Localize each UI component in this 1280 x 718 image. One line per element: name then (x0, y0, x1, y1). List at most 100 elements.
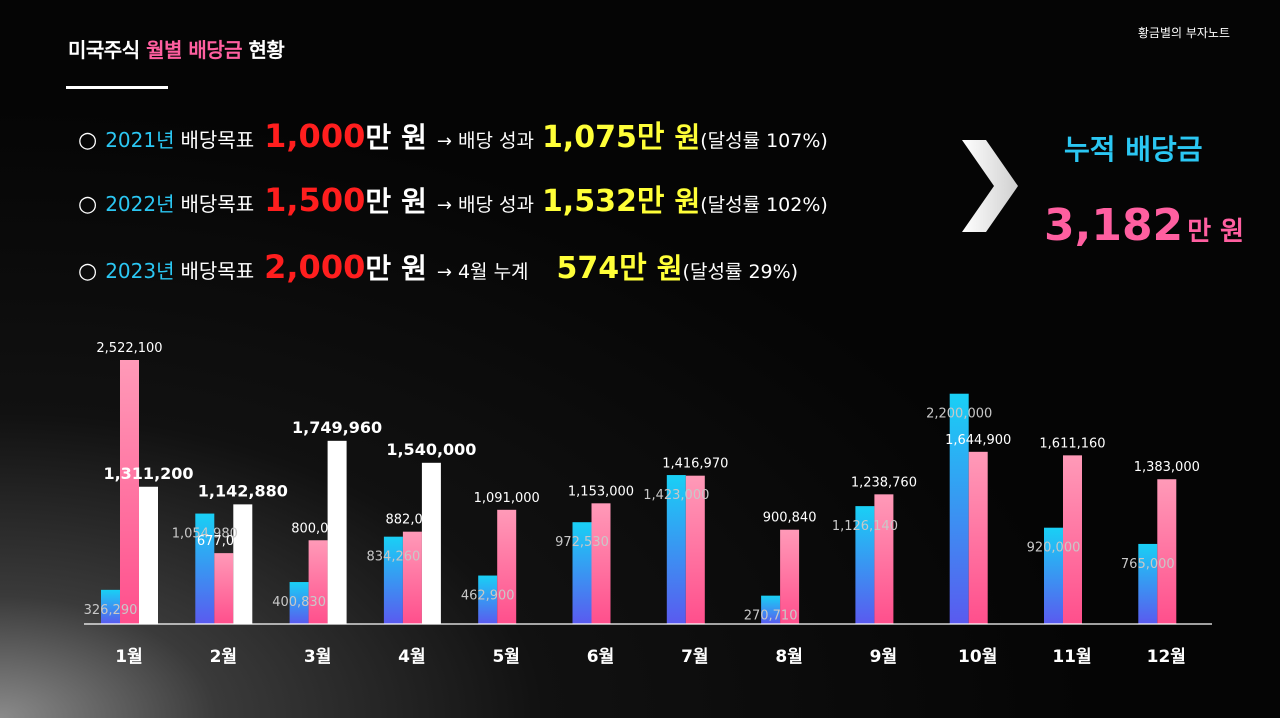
data-label-series3-4월: 1,540,000 (386, 440, 476, 459)
goal-year: 2023년 (105, 259, 175, 283)
bar-series1-9월 (855, 506, 875, 624)
data-label-series1-1월: 326,290 (84, 603, 138, 618)
data-label-series3-2월: 1,142,880 (198, 481, 288, 500)
result-number: 1,532만 (541, 184, 665, 219)
bar-series1-8월 (761, 595, 781, 624)
result-number: 574만 (556, 251, 647, 286)
result-won: 원 (656, 252, 683, 285)
chevron-right-icon (962, 140, 1018, 232)
data-label-series1-8월: 270,710 (744, 609, 798, 624)
x-tick-label: 2월 (210, 647, 237, 667)
x-tick-label: 6월 (587, 647, 614, 667)
achievement-rate: (달성률 102%) (700, 194, 828, 216)
x-tick-label: 1월 (115, 647, 142, 667)
goal-number: 1,500 (264, 181, 366, 219)
right-arrow-icon: → (436, 131, 452, 152)
data-label-series2-4월: 882,000 (386, 513, 440, 528)
goal-label: 배당목표 (180, 128, 255, 152)
data-label-series3-3월: 1,749,960 (292, 418, 382, 437)
goal-line-2023: ○ 2023년 배당목표 2,000 만 원 → 4월 누계 574만 원 (달성률… (78, 243, 798, 287)
bar-series2-9월 (874, 494, 894, 624)
goal-won: 원 (401, 121, 427, 154)
goal-won: 원 (401, 252, 427, 285)
right-arrow-icon: → (436, 262, 452, 283)
bar-series1-3월 (289, 582, 309, 624)
data-label-series1-10월: 2,200,000 (926, 407, 992, 422)
x-tick-label: 10월 (958, 647, 997, 667)
bar-series2-10월 (968, 451, 988, 624)
data-label-series2-9월: 1,238,760 (851, 475, 917, 490)
x-tick-label: 9월 (870, 647, 897, 667)
bar-series2-12월 (1157, 479, 1177, 624)
bar-series2-7월 (685, 475, 705, 624)
bar-series2-11월 (1063, 455, 1082, 624)
title-pre: 미국주식 (68, 38, 147, 62)
bar-series1-7월 (666, 475, 686, 624)
result-won: 원 (674, 185, 701, 218)
goal-unit: 만 (365, 121, 392, 154)
cumulative-unit: 만 원 (1187, 217, 1245, 247)
x-tick-label: 7월 (681, 647, 708, 667)
goal-unit: 만 (365, 185, 392, 218)
data-label-series2-3월: 800,000 (291, 521, 345, 536)
bar-series1-11월 (1044, 527, 1063, 624)
result-label: 4월 누계 (457, 261, 529, 283)
circle-bullet-icon: ○ (78, 128, 98, 153)
bar-series1-4월 (383, 536, 403, 624)
data-label-series1-3월: 400,830 (272, 595, 326, 610)
x-tick-label: 8월 (775, 647, 802, 667)
bar-series3-1월 (139, 486, 158, 624)
bar-series3-3월 (327, 440, 347, 624)
data-label-series1-11월: 920,000 (1027, 541, 1081, 556)
data-label-series2-5월: 1,091,000 (474, 491, 540, 506)
goal-year: 2021년 (105, 128, 175, 152)
data-label-series1-5월: 462,900 (461, 589, 515, 604)
data-label-series2-6월: 1,153,000 (568, 484, 634, 499)
circle-bullet-icon: ○ (78, 192, 98, 217)
bar-series1-2월 (195, 513, 215, 624)
bar-series3-4월 (421, 462, 441, 624)
result-number: 1,075만 (541, 120, 665, 155)
goal-number: 2,000 (264, 248, 366, 286)
data-label-series2-7월: 1,416,970 (662, 457, 728, 472)
data-label-series1-6월: 972,530 (555, 535, 609, 550)
data-label-series1-7월: 1,423,000 (643, 488, 709, 503)
bar-series2-5월 (497, 509, 517, 624)
achievement-rate: (달성률 29%) (682, 261, 799, 283)
goal-label: 배당목표 (180, 192, 255, 216)
data-label-series1-4월: 834,260 (367, 550, 421, 565)
goal-unit: 만 (365, 252, 392, 285)
x-tick-label: 11월 (1052, 647, 1091, 667)
title-post: 현황 (242, 38, 285, 62)
x-tick-label: 3월 (304, 647, 331, 667)
data-label-series1-12월: 765,000 (1121, 557, 1175, 572)
goal-line-2021: ○ 2021년 배당목표 1,000 만 원 → 배당 성과 1,075만 원 (달… (78, 112, 828, 156)
data-label-series2-10월: 1,644,900 (945, 433, 1011, 448)
bar-series2-2월 (214, 553, 234, 624)
achievement-rate: (달성률 107%) (700, 130, 828, 152)
goal-line-2022: ○ 2022년 배당목표 1,500 만 원 → 배당 성과 1,532만 원 (달… (78, 176, 828, 220)
data-label-series3-1월: 1,311,200 (103, 464, 193, 483)
bar-series2-8월 (780, 529, 800, 624)
goal-label: 배당목표 (180, 259, 255, 283)
cumulative-dividend-value: 3,182 만 원 (1044, 200, 1244, 251)
goal-year: 2022년 (105, 192, 175, 216)
data-label-series1-9월: 1,126,140 (832, 519, 898, 534)
bar-series2-4월 (402, 531, 422, 624)
data-label-series2-12월: 1,383,000 (1134, 460, 1200, 475)
bar-series1-5월 (478, 575, 498, 624)
result-won: 원 (674, 121, 701, 154)
bar-series1-12월 (1138, 543, 1158, 624)
data-label-series2-11월: 1,611,160 (1039, 436, 1105, 451)
result-label: 배당 성과 (457, 130, 534, 152)
circle-bullet-icon: ○ (78, 259, 98, 284)
data-label-series2-8월: 900,840 (763, 511, 817, 526)
bar-series2-1월 (120, 360, 139, 624)
x-tick-label: 4월 (398, 647, 425, 667)
result-label: 배당 성과 (457, 194, 534, 216)
bar-series2-6월 (591, 503, 611, 624)
bar-series1-1월 (101, 589, 120, 624)
bar-series1-6월 (572, 522, 592, 624)
goal-won: 원 (401, 185, 427, 218)
